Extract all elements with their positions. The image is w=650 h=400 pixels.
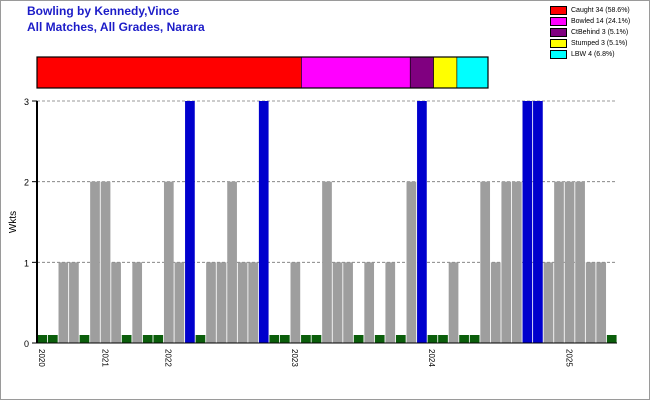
bar	[480, 181, 491, 343]
stack-bar-border	[36, 56, 489, 89]
bar	[385, 262, 396, 343]
stack-segment-ctbehind	[409, 56, 434, 89]
legend-label: LBW 4 (6.8%)	[571, 51, 615, 58]
legend-label: Caught 34 (58.6%)	[571, 7, 630, 14]
bar	[174, 262, 185, 343]
bar	[132, 262, 143, 343]
bar	[290, 262, 301, 343]
bar-zero	[311, 335, 322, 343]
y-tick-label: 3	[24, 97, 29, 107]
bar	[100, 181, 111, 343]
bar-zero	[427, 335, 438, 343]
x-tick-label: 2023	[290, 349, 299, 367]
x-tick-label: 2024	[427, 349, 436, 367]
bar-zero	[469, 335, 480, 343]
y-tick-label: 2	[24, 178, 29, 188]
bar-zero	[374, 335, 385, 343]
bar-zero	[459, 335, 469, 343]
bar-zero	[353, 335, 364, 343]
bar-zero	[47, 335, 58, 343]
x-tick-label: 2022	[164, 349, 173, 367]
legend-swatch	[550, 17, 567, 26]
stack-segment-bowled	[301, 56, 411, 89]
legend-item-stumped: Stumped 3 (5.1%)	[550, 38, 630, 49]
bar-zero	[395, 335, 406, 343]
bar-zero	[279, 335, 290, 343]
bar-zero	[37, 335, 48, 343]
legend-item-lbw: LBW 4 (6.8%)	[550, 49, 630, 60]
legend-label: Stumped 3 (5.1%)	[571, 40, 628, 47]
bar	[511, 181, 522, 343]
bar-highlight	[533, 101, 543, 343]
bar-zero	[606, 335, 617, 343]
y-axis-label: Wkts	[8, 211, 19, 233]
x-tick-label: 2020	[37, 349, 46, 367]
bar	[406, 181, 417, 343]
bar	[58, 262, 69, 343]
stack-segment-stumped	[433, 56, 458, 89]
bar	[343, 262, 353, 343]
bar-zero	[79, 335, 90, 343]
legend: Caught 34 (58.6%) Bowled 14 (24.1%) CtBe…	[550, 5, 630, 60]
bar-zero	[153, 335, 164, 343]
bar	[237, 262, 248, 343]
bar	[90, 181, 100, 343]
chart-subtitle: All Matches, All Grades, Narara	[27, 20, 205, 34]
bar	[227, 181, 237, 343]
bar-zero	[301, 335, 311, 343]
bar	[501, 181, 512, 343]
legend-item-caught: Caught 34 (58.6%)	[550, 5, 630, 16]
legend-label: CtBehind 3 (5.1%)	[571, 29, 629, 36]
bar-zero	[121, 335, 132, 343]
bar	[111, 262, 121, 343]
legend-swatch	[550, 50, 567, 59]
chart-title: Bowling by Kennedy,Vince	[27, 4, 180, 18]
stack-segment-lbw	[456, 56, 489, 89]
bar	[163, 181, 174, 343]
x-tick-label: 2025	[564, 349, 573, 367]
legend-item-bowled: Bowled 14 (24.1%)	[550, 16, 630, 27]
stack-segment-caught	[36, 56, 302, 89]
bar-zero	[438, 335, 448, 343]
legend-swatch	[550, 6, 567, 15]
bar	[206, 262, 216, 343]
bar	[575, 181, 585, 343]
bar-highlight	[522, 101, 533, 343]
bar-highlight	[258, 101, 269, 343]
bar	[543, 262, 554, 343]
y-tick-label: 0	[24, 339, 29, 349]
bar	[448, 262, 459, 343]
bar	[596, 262, 607, 343]
bar	[332, 262, 343, 343]
legend-item-ctbehind: CtBehind 3 (5.1%)	[550, 27, 630, 38]
bar	[69, 262, 79, 343]
bar-zero	[269, 335, 280, 343]
bar-zero	[195, 335, 206, 343]
bar	[216, 262, 227, 343]
bar	[490, 262, 501, 343]
bar-highlight	[185, 101, 195, 343]
bar-highlight	[417, 101, 427, 343]
bar	[248, 262, 259, 343]
bar	[364, 262, 375, 343]
legend-swatch	[550, 39, 567, 48]
bar-zero	[142, 335, 153, 343]
bar	[322, 181, 332, 343]
bar	[564, 181, 575, 343]
legend-label: Bowled 14 (24.1%)	[571, 18, 631, 25]
y-tick-label: 1	[24, 258, 29, 268]
bar	[554, 181, 564, 343]
bar	[585, 262, 596, 343]
legend-swatch	[550, 28, 567, 37]
x-tick-label: 2021	[100, 349, 109, 367]
